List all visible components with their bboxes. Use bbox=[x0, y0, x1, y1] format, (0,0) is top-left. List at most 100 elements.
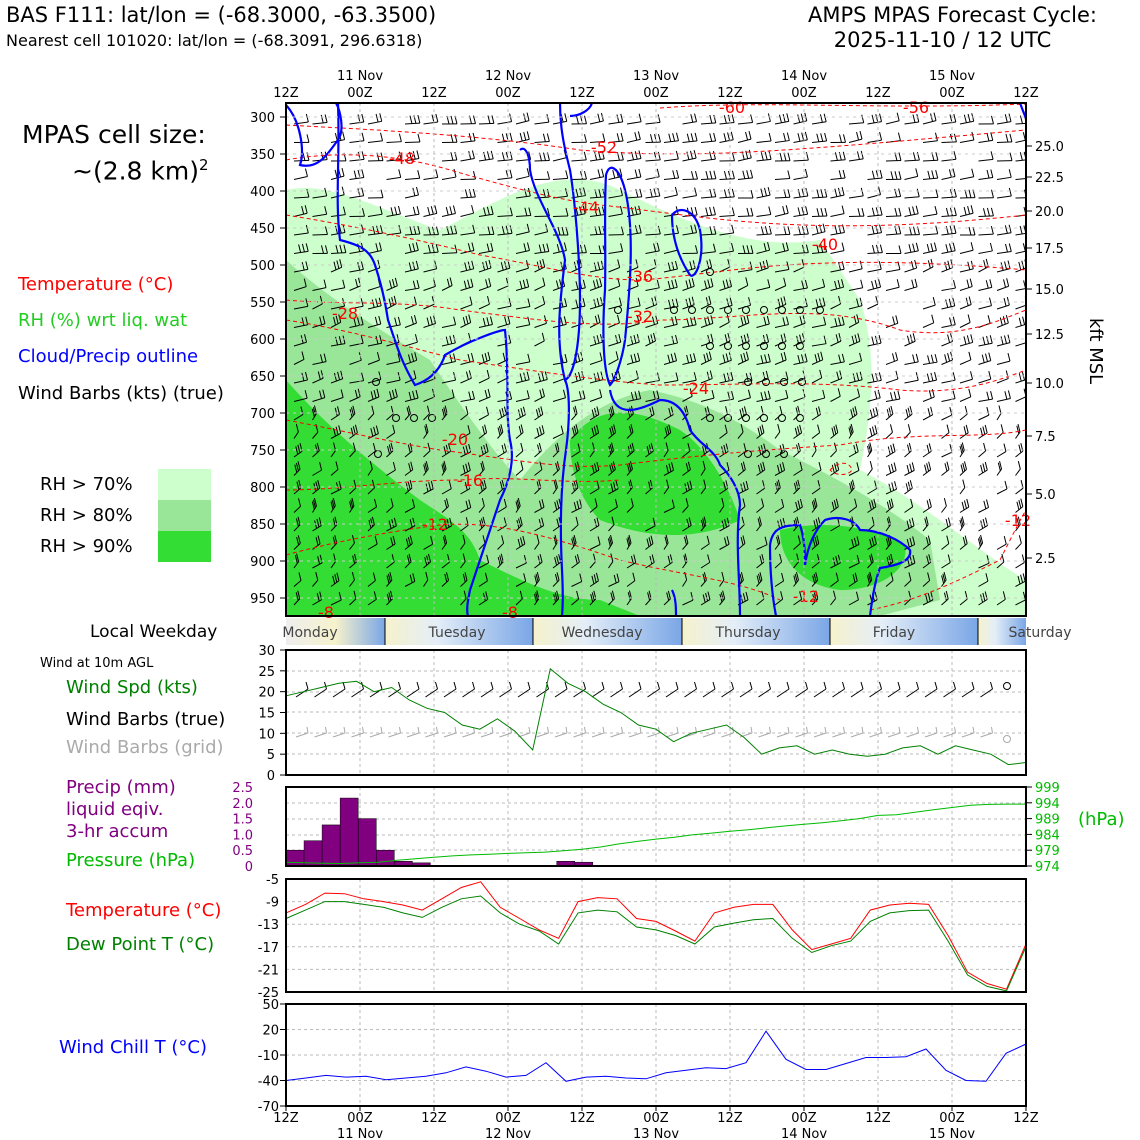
barb-flag bbox=[350, 427, 354, 436]
barb-flag bbox=[576, 115, 579, 124]
calm-circle bbox=[688, 306, 696, 314]
wind-barb bbox=[996, 121, 1012, 125]
barb-flag bbox=[379, 225, 383, 234]
barb-flag bbox=[526, 278, 530, 288]
barb-flag bbox=[781, 572, 785, 582]
barb-flag bbox=[906, 520, 910, 529]
wind-barb bbox=[885, 195, 901, 199]
wind-barb bbox=[571, 287, 586, 291]
wind-barb bbox=[811, 140, 827, 143]
wind-barb bbox=[830, 378, 842, 384]
barb-flag bbox=[412, 390, 416, 400]
barb-flag bbox=[354, 389, 358, 399]
barb-flag bbox=[576, 500, 580, 509]
barb-flag bbox=[571, 538, 575, 547]
temperature-contour-label: -20 bbox=[442, 430, 468, 449]
cloud-outline-f bbox=[608, 389, 742, 616]
surface-barb bbox=[739, 688, 753, 698]
barb-flag bbox=[303, 278, 307, 287]
barb-flag bbox=[319, 462, 323, 471]
barb-flag bbox=[554, 592, 558, 601]
barb-flag bbox=[813, 520, 817, 529]
barb-flag bbox=[857, 333, 861, 342]
barb-flag bbox=[776, 536, 780, 545]
wind-tick-label: 25 bbox=[258, 665, 275, 680]
barb-flag bbox=[743, 352, 747, 362]
barb-flag bbox=[986, 335, 990, 345]
wind-barb bbox=[386, 159, 402, 162]
barb-flag bbox=[301, 206, 305, 215]
barb-flag bbox=[970, 242, 974, 251]
grid-barb bbox=[351, 732, 364, 738]
barb-flag bbox=[467, 425, 471, 434]
wind-barb bbox=[830, 450, 837, 458]
barb-flag bbox=[471, 390, 475, 400]
wind-barb bbox=[774, 340, 787, 347]
barb-flag bbox=[787, 226, 791, 235]
barb-flag bbox=[375, 335, 379, 345]
wind-barb bbox=[848, 195, 864, 199]
barb-flag bbox=[850, 423, 854, 433]
wind-barb bbox=[497, 525, 507, 532]
barb-flag bbox=[824, 207, 828, 217]
hpa-tick-label: 350 bbox=[250, 148, 275, 163]
barb-flag bbox=[953, 151, 957, 160]
barb-flag bbox=[746, 314, 750, 323]
barb-flag bbox=[739, 573, 743, 583]
barb-flag bbox=[819, 114, 823, 123]
barb-flag bbox=[987, 315, 991, 324]
barb-flag bbox=[509, 169, 513, 178]
barb-flag bbox=[763, 316, 767, 326]
barb-flag bbox=[1003, 298, 1007, 307]
barb-flag bbox=[554, 444, 558, 453]
legend-rh: RH (%) wrt liq. wat bbox=[18, 310, 188, 331]
barb-flag bbox=[1016, 501, 1020, 510]
barb-flag bbox=[801, 132, 805, 141]
grid-barb bbox=[536, 732, 549, 738]
barb-flag bbox=[527, 242, 530, 251]
calm-circle bbox=[744, 378, 752, 386]
wind-barb bbox=[441, 488, 452, 495]
barb-flag bbox=[609, 464, 613, 473]
barb-flag bbox=[740, 463, 744, 472]
barb-flag bbox=[897, 132, 901, 141]
wind-barb bbox=[645, 380, 660, 384]
barb-flag bbox=[691, 296, 695, 305]
barb-flag bbox=[522, 279, 526, 288]
barb-flag bbox=[949, 406, 953, 416]
barb-flag bbox=[598, 189, 602, 198]
wind-barb bbox=[404, 122, 420, 125]
barb-flag bbox=[1017, 516, 1021, 525]
barb-flag bbox=[834, 225, 838, 234]
barb-flag bbox=[856, 462, 860, 471]
bottom-day-label: 11 Nov bbox=[337, 1127, 383, 1140]
barb-flag bbox=[468, 332, 472, 342]
barb-flag bbox=[764, 354, 768, 363]
surface-barb-flag bbox=[398, 681, 401, 690]
legend-wind: Wind Barbs (kts) (true) bbox=[18, 383, 224, 404]
barb-flag bbox=[676, 169, 680, 179]
wind-barb bbox=[922, 266, 934, 273]
wind-barb bbox=[552, 579, 560, 587]
barb-flag bbox=[442, 536, 446, 545]
barb-flag bbox=[1022, 243, 1026, 252]
header-station: BAS F111: lat/lon = (-68.3000, -63.3500) bbox=[6, 3, 437, 27]
wind-barb bbox=[571, 398, 586, 402]
wind-barb bbox=[793, 159, 809, 162]
barb-flag bbox=[620, 132, 624, 142]
wind-barb bbox=[571, 598, 579, 606]
barb-flag bbox=[579, 244, 583, 254]
barb-flag bbox=[610, 534, 613, 544]
barb-flag bbox=[481, 354, 485, 363]
barb-flag bbox=[887, 536, 891, 545]
barb-flag bbox=[688, 517, 692, 526]
barb-flag bbox=[596, 279, 600, 288]
wind-barb bbox=[774, 580, 784, 587]
barb-flag bbox=[722, 590, 726, 599]
barb-flag bbox=[370, 428, 374, 437]
barb-flag bbox=[541, 499, 545, 508]
wind-barb bbox=[534, 487, 542, 495]
barb-flag bbox=[989, 297, 992, 306]
barb-flag bbox=[371, 516, 375, 526]
barb-flag bbox=[611, 405, 615, 414]
